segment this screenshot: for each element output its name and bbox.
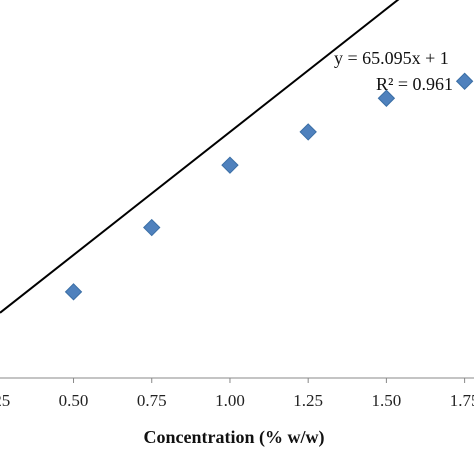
x-tick-labels: 0.25 0.50 0.75 1.00 1.25 1.50 1.75 bbox=[0, 391, 474, 410]
x-tick-label: 1.50 bbox=[372, 391, 402, 410]
x-tick-label: 1.00 bbox=[215, 391, 245, 410]
trendline bbox=[0, 0, 400, 314]
trendline-equation: y = 65.095x + 1 bbox=[334, 48, 449, 68]
x-tick-marks bbox=[73, 378, 466, 383]
data-points bbox=[64, 72, 474, 301]
data-point-diamond bbox=[299, 123, 317, 141]
data-point-diamond bbox=[455, 72, 474, 90]
x-axis-title: Concentration (% w/w) bbox=[144, 427, 325, 448]
data-point-diamond bbox=[143, 218, 161, 237]
data-point-diamond bbox=[64, 283, 83, 301]
x-tick-label: 0.25 bbox=[0, 391, 10, 410]
data-point-diamond bbox=[221, 156, 239, 174]
data-point-diamond bbox=[377, 89, 396, 107]
trendline-r2: R² = 0.961 bbox=[376, 74, 453, 94]
x-tick-label: 0.75 bbox=[137, 391, 167, 410]
x-tick-label: 1.25 bbox=[293, 391, 323, 410]
x-tick-label: 1.75 bbox=[450, 391, 474, 410]
x-tick-label: 0.50 bbox=[59, 391, 89, 410]
